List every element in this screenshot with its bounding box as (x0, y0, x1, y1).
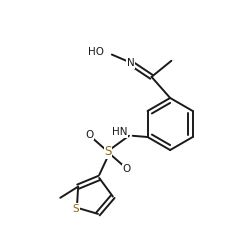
Text: O: O (85, 129, 93, 140)
Text: HO: HO (88, 47, 104, 57)
Text: O: O (122, 164, 130, 174)
Text: S: S (104, 145, 111, 158)
Text: N: N (126, 58, 134, 68)
Text: HN: HN (112, 127, 127, 137)
Text: S: S (72, 204, 79, 214)
